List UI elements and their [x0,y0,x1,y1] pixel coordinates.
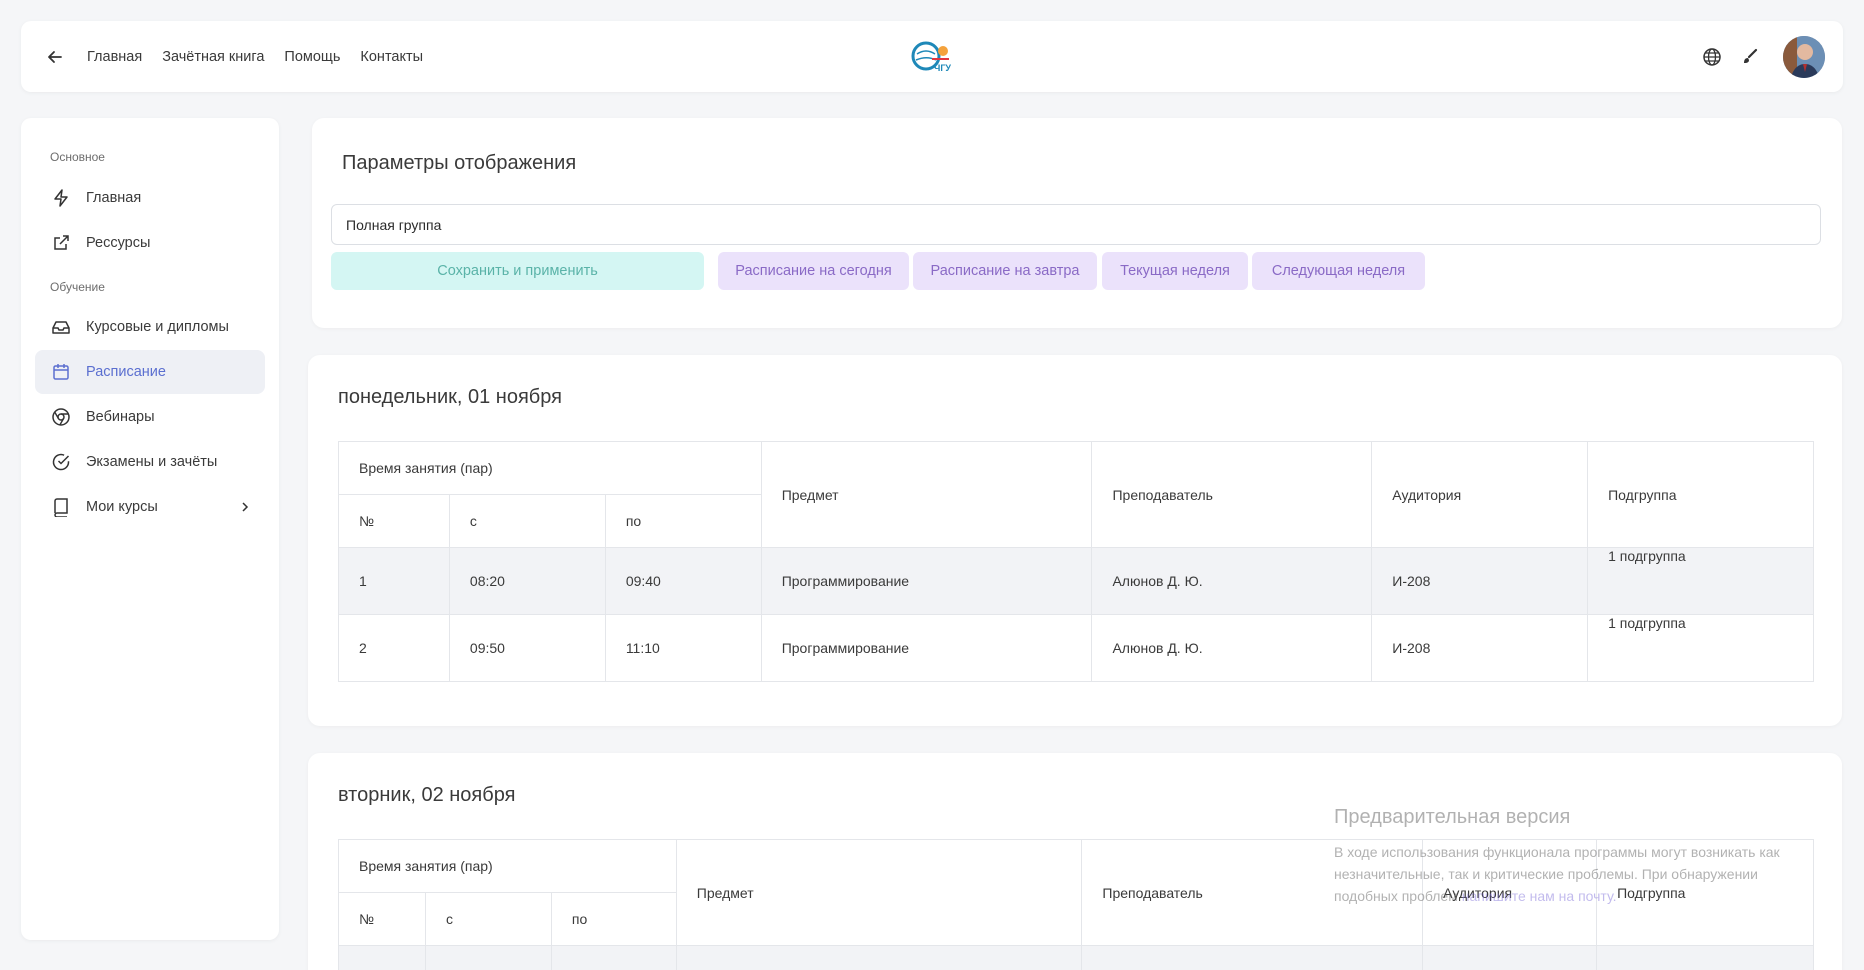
day-card-monday: понедельник, 01 ноября Время занятия (па… [308,355,1842,726]
cell-from: 09:50 [448,614,606,682]
sidebar-item-my-courses[interactable]: Мои курсы [35,485,265,529]
top-nav-links: Главная Зачётная книга Помощь Контакты [87,21,423,92]
header-room: Аудитория [1371,441,1589,548]
today-schedule-button[interactable]: Расписание на сегодня [718,252,909,290]
header-from: с [448,494,606,548]
lightning-icon [50,187,72,209]
calendar-icon [50,361,72,383]
sidebar-item-schedule[interactable]: Расписание [35,350,265,394]
save-apply-button[interactable]: Сохранить и применить [331,252,704,290]
nav-link-contacts[interactable]: Контакты [360,48,424,65]
nav-link-home[interactable]: Главная [87,48,143,65]
brush-icon[interactable] [1739,46,1761,68]
schedule-table: Время занятия (пар) Предмет Преподавател… [338,839,1814,970]
display-params-card: Параметры отображения Полная группа Сохр… [312,118,1842,328]
cell-num: 1 [338,547,450,615]
header-to: по [550,892,677,946]
header-time: Время занятия (пар) [338,441,762,495]
user-avatar[interactable] [1783,35,1825,78]
sidebar-item-label: Главная [86,190,142,206]
header-teacher: Преподаватель [1081,839,1424,946]
book-icon [50,496,72,518]
cell-room: И-208 [1371,614,1589,682]
sidebar-item-label: Курсовые и дипломы [86,319,229,335]
external-link-icon [50,232,72,254]
sidebar-item-home[interactable]: Главная [35,176,265,220]
inbox-icon [50,316,72,338]
sidebar-section-main: Основное [50,150,105,164]
sidebar-item-label: Расписание [86,364,166,380]
header-num: № [338,494,450,548]
check-circle-icon [50,451,72,473]
cell-num: 2 [338,614,450,682]
table-row: 1 08:20 09:40 Программирование Алюнов Д.… [338,547,1814,615]
day-title: понедельник, 01 ноября [338,386,562,408]
header-time: Время занятия (пар) [338,839,677,893]
notice-title: Предварительная версия [1334,806,1571,828]
table-row [338,945,1814,970]
sidebar-item-label: Рессурсы [86,235,151,251]
header-subject: Предмет [675,839,1083,946]
university-logo[interactable]: ЧГУ [910,37,954,77]
cell-to: 09:40 [604,547,762,615]
sidebar-item-webinars[interactable]: Вебинары [35,395,265,439]
back-arrow-icon[interactable] [45,47,65,67]
day-card-tuesday: вторник, 02 ноября Время занятия (пар) П… [308,753,1842,970]
sidebar-item-label: Мои курсы [86,499,158,515]
sidebar-item-label: Вебинары [86,409,155,425]
sidebar-item-label: Экзамены и зачёты [86,454,218,470]
cell-subject: Программирование [760,614,1093,682]
next-week-button[interactable]: Следующая неделя [1252,252,1425,290]
sidebar-item-exams[interactable]: Экзамены и зачёты [35,440,265,484]
sidebar-item-resources[interactable]: Рессурсы [35,221,265,265]
logo-text: ЧГУ [934,63,951,73]
cell-teacher: Алюнов Д. Ю. [1091,547,1373,615]
group-select[interactable]: Полная группа [331,204,1821,245]
current-week-button[interactable]: Текущая неделя [1102,252,1248,290]
sidebar-item-coursework[interactable]: Курсовые и дипломы [35,305,265,349]
notice-text: В ходе использования функционала програм… [1334,841,1804,907]
schedule-table: Время занятия (пар) Предмет Преподавател… [338,441,1814,682]
cell-to: 11:10 [604,614,762,682]
nav-link-help[interactable]: Помощь [284,48,341,65]
notice-body: В ходе использования функционала програм… [1334,844,1780,904]
cell-subject: Программирование [760,547,1093,615]
cell-room: И-208 [1371,547,1589,615]
cell-subgroup: 1 подгруппа [1587,547,1814,615]
cell-subgroup: 1 подгруппа [1587,614,1814,682]
sidebar-section-study: Обучение [50,280,105,294]
top-right-actions [1701,21,1825,92]
header-from: с [424,892,552,946]
header-subject: Предмет [760,441,1093,548]
sidebar: Основное Главная Рессурсы Обучение Курсо… [21,118,279,940]
header-to: по [604,494,762,548]
cell-from: 08:20 [448,547,606,615]
header-room: Аудитория [1422,839,1598,946]
nav-link-gradebook[interactable]: Зачётная книга [162,48,265,65]
header-num: № [338,892,426,946]
header-teacher: Преподаватель [1091,441,1373,548]
header-subgroup: Подгруппа [1587,441,1814,548]
tomorrow-schedule-button[interactable]: Расписание на завтра [913,252,1097,290]
table-row: 2 09:50 11:10 Программирование Алюнов Д.… [338,614,1814,682]
globe-icon[interactable] [1701,46,1723,68]
notice-email-link[interactable]: напишите нам на почту. [1461,888,1617,904]
cell-teacher: Алюнов Д. Ю. [1091,614,1373,682]
chevron-right-icon [239,500,251,519]
day-title: вторник, 02 ноября [338,784,516,806]
preview-version-notice: Предварительная версия В ходе использова… [1334,806,1804,907]
params-title: Параметры отображения [342,152,577,174]
chrome-icon [50,406,72,428]
top-navbar: Главная Зачётная книга Помощь Контакты Ч… [21,21,1843,92]
